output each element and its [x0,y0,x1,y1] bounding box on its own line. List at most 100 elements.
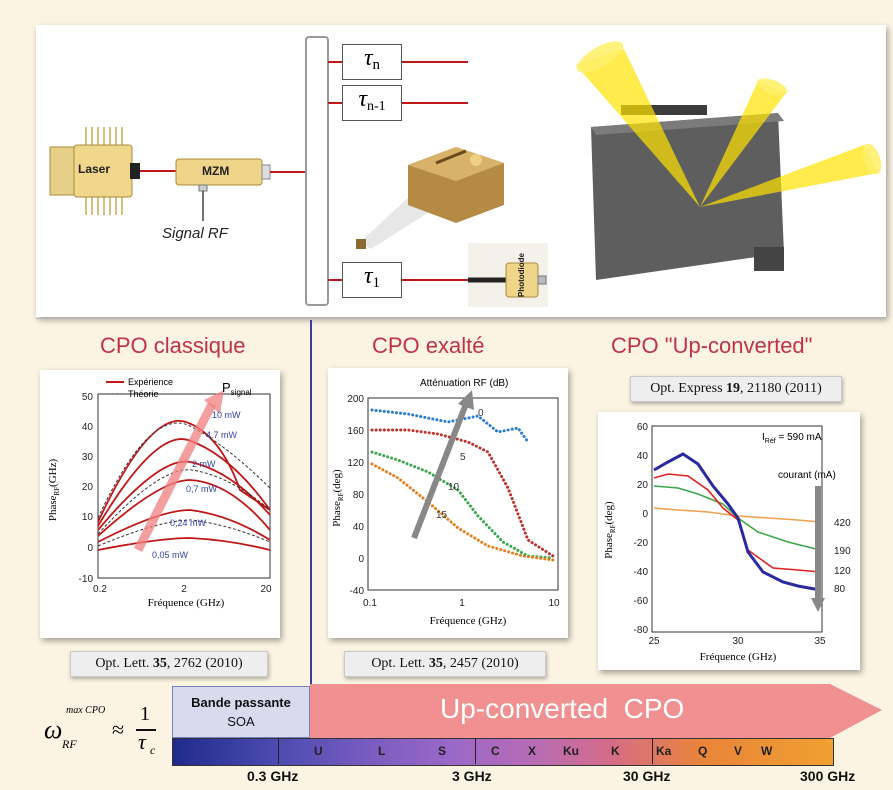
y-axis-label: PhaseRF(GHz) [47,459,61,522]
y-tick: 0 [87,543,93,554]
freq-0-3ghz: 0.3 GHz [247,768,299,784]
power-label: 2 mW [192,459,216,469]
photodiode-label: Photodiode [517,252,526,297]
ref-volume: 35 [428,656,443,671]
chart-exalte: 200 160 120 80 40 0 -40 0.1 1 10 Fréquen… [331,378,560,627]
chart-classique: 50 40 30 20 10 0 -10 0.2 2 20 Fréquence … [47,377,272,609]
power-label: 0,24 mW [170,518,207,528]
antenna-array [576,41,882,280]
y-axis-label: PhaseRF(deg) [603,501,617,559]
ref-rest: , 2762 (2010) [166,656,243,671]
approx-symbol: ≈ [112,717,125,742]
current-label: 120 [834,566,851,577]
y-tick: 40 [82,422,94,433]
psignal-label: Psignal [222,380,252,397]
tau-n-sub: n [372,57,381,74]
delay-bus [305,36,329,306]
y-tick: 40 [637,451,649,462]
band-Q: Q [698,744,708,758]
ref-volume: 19 [726,381,741,396]
curve-190 [653,485,821,551]
ref-exalte: Opt. Lett. 35, 2457 (2010) [344,651,546,677]
fraction-bar [136,729,156,731]
bande-passante-line1: Bande passante [191,695,291,710]
chart-classique-panel: 50 40 30 20 10 0 -10 0.2 2 20 Fréquence … [40,370,280,638]
y-tick: -60 [634,596,649,607]
y-tick: 10 [82,512,94,523]
vertical-divider [310,320,312,690]
ref-classique: Opt. Lett. 35, 2762 (2010) [70,651,268,677]
band-divider [652,738,653,764]
ref-rest: , 21180 (2011) [740,381,822,396]
bande-passante-line2: SOA [227,714,255,729]
title-cpo-upconverted: CPO "Up-converted" [611,333,813,358]
y-tick: -10 [79,574,94,585]
tau-c-subscript: c [150,743,156,757]
y-tick: 40 [353,522,365,533]
y-tick: 20 [82,482,94,493]
spectrum-bar [172,738,834,766]
courant-label: courant (mA) [778,470,836,481]
tau-n-box: τn [342,44,402,80]
series-15db [370,462,555,562]
top-panel: Photodiode Laser MZM Signal RF [36,25,886,317]
y-tick: 30 [82,452,94,463]
y-axis-label-sub: RF [609,524,617,533]
ref-journal: Opt. Lett. [95,656,150,671]
omega-symbol: ω [44,715,63,744]
omega-superscript: max CPO [66,705,106,716]
freq-30ghz: 30 GHz [623,768,671,784]
band-C: C [491,744,500,758]
band-K: K [611,744,620,758]
laser-label: Laser [78,162,111,176]
signal-rf-label: Signal RF [162,225,228,242]
y-tick: -80 [634,625,649,636]
title-cpo-exalte: CPO exalté [372,333,485,358]
photodiode-module: Photodiode [468,243,548,307]
band-W: W [761,744,773,758]
x-tick: 2 [181,584,187,595]
psignal-main: P [222,380,231,395]
y-axis-label-unit: (GHz) [47,459,59,487]
series-10db [370,450,555,560]
series-5db [370,428,555,558]
x-tick: 35 [814,636,826,647]
upconverted-arrow [310,684,882,738]
series-0db [370,408,530,444]
ref-journal: Opt. Express [650,381,723,396]
y-tick: 120 [347,458,364,469]
y-tick: 160 [347,426,364,437]
band-X: X [528,744,537,758]
chart-upconverted-panel: 60 40 20 0 -20 -40 -60 -80 25 30 35 Fréq… [598,412,860,670]
band-U: U [314,744,323,758]
upconverted-label: Up-converted CPO [440,693,685,724]
tau-n1-box: τn-1 [342,85,402,121]
tau-n1-sub: n-1 [366,99,386,115]
band-divider [278,738,279,764]
x-axis-label: Fréquence (GHz) [430,615,507,627]
laser-module [49,127,140,215]
top-illustration: Photodiode [49,36,882,307]
y-axis-label-unit: (deg) [603,501,615,525]
tau-n1-symbol: τ [358,86,367,112]
band-divider [475,738,476,764]
x-tick: 10 [548,598,560,609]
curve-80 [653,452,821,592]
att-label: 5 [460,452,466,463]
x-tick: 1 [459,598,465,609]
tau-n-symbol: τ [363,45,373,71]
legend-experience: Expérience [128,377,173,387]
classique-curves [97,419,271,551]
y-tick: 0 [358,554,364,565]
band-Ka: Ka [656,744,672,758]
tau-1-box: τ1 [342,262,402,298]
x-axis-label: Fréquence (GHz) [700,651,777,663]
att-label: 15 [436,510,448,521]
power-label: 4.7 mW [206,430,238,440]
mzm-label: MZM [202,164,230,178]
freq-3ghz: 3 GHz [452,768,492,784]
power-label: 0,7 mW [186,484,218,494]
y-tick: -40 [350,586,365,597]
tau-1-sub: 1 [372,275,381,292]
x-tick: 25 [648,636,660,647]
